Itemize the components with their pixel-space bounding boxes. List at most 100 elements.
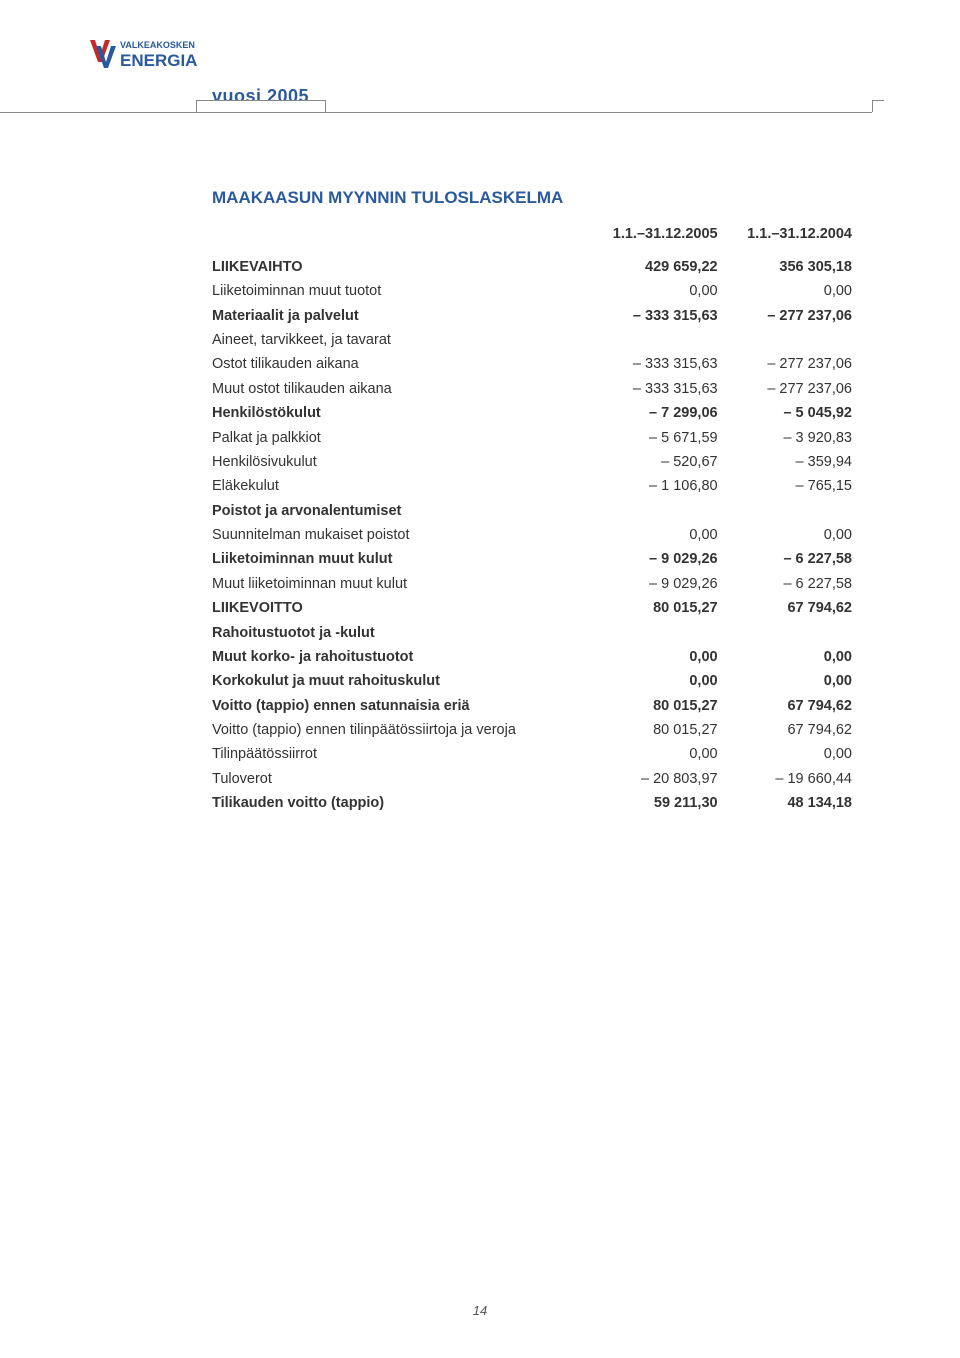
row-value-2004: – 277 237,06 (718, 352, 852, 376)
table-row: Muut korko- ja rahoitustuotot0,000,00 (212, 645, 852, 669)
table-row: Eläkekulut– 1 106,80– 765,15 (212, 474, 852, 498)
row-value-2004: – 19 660,44 (718, 767, 852, 791)
row-value-2005: – 1 106,80 (583, 474, 717, 498)
row-label: Voitto (tappio) ennen satunnaisia eriä (212, 694, 583, 718)
table-row: Muut ostot tilikauden aikana– 333 315,63… (212, 377, 852, 401)
row-label: Muut korko- ja rahoitustuotot (212, 645, 583, 669)
table-row: Korkokulut ja muut rahoituskulut0,000,00 (212, 669, 852, 693)
row-value-2005: – 20 803,97 (583, 767, 717, 791)
row-value-2004: 0,00 (718, 669, 852, 693)
row-label: Muut ostot tilikauden aikana (212, 377, 583, 401)
row-label: Henkilöstökulut (212, 401, 583, 425)
row-label: Suunnitelman mukaiset poistot (212, 523, 583, 547)
header: VALKEAKOSKEN ENERGIA vuosi 2005 (0, 0, 960, 120)
row-value-2004: – 6 227,58 (718, 547, 852, 571)
header-rule (0, 112, 872, 113)
row-value-2005 (583, 328, 717, 352)
table-row: Liiketoiminnan muut tuotot0,000,00 (212, 279, 852, 303)
row-value-2005: 59 211,30 (583, 791, 717, 815)
document-title: MAAKAASUN MYYNNIN TULOSLASKELMA (212, 188, 852, 208)
table-row: Tilikauden voitto (tappio)59 211,3048 13… (212, 791, 852, 815)
period-col2: 1.1.–31.12.2004 (718, 222, 852, 246)
row-value-2005: 429 659,22 (583, 255, 717, 279)
logo-mark-icon: VALKEAKOSKEN ENERGIA (88, 34, 208, 74)
row-value-2004: 48 134,18 (718, 791, 852, 815)
row-label: Liiketoiminnan muut tuotot (212, 279, 583, 303)
table-row: Tilinpäätössiirrot0,000,00 (212, 742, 852, 766)
row-value-2004: – 277 237,06 (718, 304, 852, 328)
row-label: LIIKEVAIHTO (212, 255, 583, 279)
page: VALKEAKOSKEN ENERGIA vuosi 2005 MAAKAASU… (0, 0, 960, 1358)
table-row: LIIKEVAIHTO429 659,22356 305,18 (212, 255, 852, 279)
row-value-2004 (718, 499, 852, 523)
row-value-2005: – 520,67 (583, 450, 717, 474)
table-row: Aineet, tarvikkeet, ja tavarat (212, 328, 852, 352)
row-value-2005 (583, 499, 717, 523)
row-value-2004 (718, 620, 852, 644)
row-value-2004: – 6 227,58 (718, 572, 852, 596)
row-label: Materiaalit ja palvelut (212, 304, 583, 328)
row-value-2005: 80 015,27 (583, 718, 717, 742)
row-value-2005: – 333 315,63 (583, 304, 717, 328)
row-label: Tilikauden voitto (tappio) (212, 791, 583, 815)
table-row: Muut liiketoiminnan muut kulut– 9 029,26… (212, 572, 852, 596)
table-row: Rahoitustuotot ja -kulut (212, 620, 852, 644)
page-number: 14 (0, 1303, 960, 1318)
table-row: Voitto (tappio) ennen tilinpäätössiirtoj… (212, 718, 852, 742)
row-value-2005 (583, 620, 717, 644)
income-statement-table: 1.1.–31.12.20051.1.–31.12.2004 LIIKEVAIHT… (212, 222, 852, 815)
row-label: Poistot ja arvonalentumiset (212, 499, 583, 523)
row-value-2005: 80 015,27 (583, 596, 717, 620)
row-value-2004: 356 305,18 (718, 255, 852, 279)
row-value-2004: 67 794,62 (718, 694, 852, 718)
row-label: Rahoitustuotot ja -kulut (212, 620, 583, 644)
row-value-2005: 80 015,27 (583, 694, 717, 718)
period-label (212, 222, 583, 246)
row-label: Palkat ja palkkiot (212, 425, 583, 449)
table-row: Henkilöstökulut– 7 299,06– 5 045,92 (212, 401, 852, 425)
row-label: Eläkekulut (212, 474, 583, 498)
row-label: Ostot tilikauden aikana (212, 352, 583, 376)
row-value-2004: – 5 045,92 (718, 401, 852, 425)
row-value-2005: – 9 029,26 (583, 547, 717, 571)
logo-top-text: VALKEAKOSKEN (120, 40, 195, 50)
row-value-2005: – 9 029,26 (583, 572, 717, 596)
row-value-2004: 0,00 (718, 279, 852, 303)
row-value-2005: – 7 299,06 (583, 401, 717, 425)
logo-bottom-text: ENERGIA (120, 51, 197, 70)
row-value-2004: – 3 920,83 (718, 425, 852, 449)
table-row: Palkat ja palkkiot– 5 671,59– 3 920,83 (212, 425, 852, 449)
row-value-2004 (718, 328, 852, 352)
header-tab-notch (196, 100, 326, 112)
row-value-2005: – 333 315,63 (583, 377, 717, 401)
row-label: Henkilösivukulut (212, 450, 583, 474)
row-value-2004: 67 794,62 (718, 718, 852, 742)
row-value-2004: – 277 237,06 (718, 377, 852, 401)
table-row: Materiaalit ja palvelut– 333 315,63– 277… (212, 304, 852, 328)
row-label: Korkokulut ja muut rahoituskulut (212, 669, 583, 693)
table-row: Ostot tilikauden aikana– 333 315,63– 277… (212, 352, 852, 376)
row-label: LIIKEVOITTO (212, 596, 583, 620)
row-value-2005: 0,00 (583, 279, 717, 303)
table-row: LIIKEVOITTO80 015,2767 794,62 (212, 596, 852, 620)
content: MAAKAASUN MYYNNIN TULOSLASKELMA 1.1.–31.… (212, 188, 852, 815)
row-label: Tuloverot (212, 767, 583, 791)
row-value-2004: 0,00 (718, 645, 852, 669)
row-value-2005: 0,00 (583, 669, 717, 693)
table-row: Liiketoiminnan muut kulut– 9 029,26– 6 2… (212, 547, 852, 571)
table-row: Tuloverot– 20 803,97– 19 660,44 (212, 767, 852, 791)
row-label: Tilinpäätössiirrot (212, 742, 583, 766)
row-value-2004: – 765,15 (718, 474, 852, 498)
row-value-2004: 0,00 (718, 523, 852, 547)
row-value-2005: – 5 671,59 (583, 425, 717, 449)
row-value-2004: 0,00 (718, 742, 852, 766)
period-col1: 1.1.–31.12.2005 (583, 222, 717, 246)
row-label: Liiketoiminnan muut kulut (212, 547, 583, 571)
brand-logo: VALKEAKOSKEN ENERGIA (88, 34, 208, 79)
row-label: Muut liiketoiminnan muut kulut (212, 572, 583, 596)
row-value-2005: – 333 315,63 (583, 352, 717, 376)
row-label: Voitto (tappio) ennen tilinpäätössiirtoj… (212, 718, 583, 742)
table-row: Voitto (tappio) ennen satunnaisia eriä80… (212, 694, 852, 718)
table-row: Henkilösivukulut– 520,67– 359,94 (212, 450, 852, 474)
row-value-2005: 0,00 (583, 523, 717, 547)
